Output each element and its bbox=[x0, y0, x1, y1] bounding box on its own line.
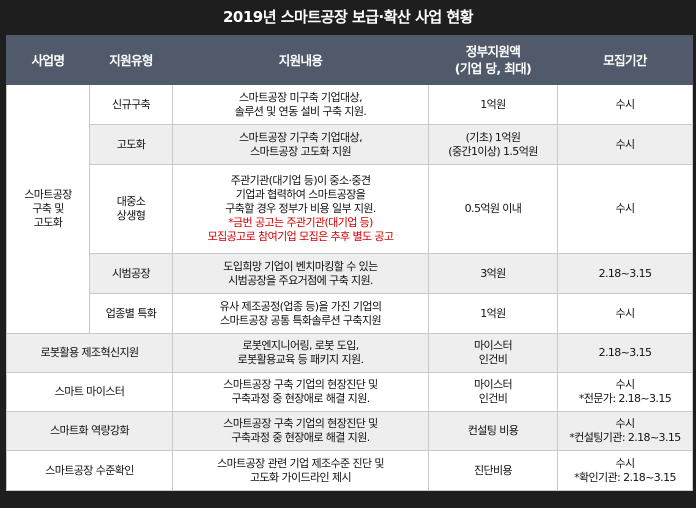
content-line: 스마트공장 구축 기업의 현장진단 및 bbox=[223, 417, 378, 430]
period-line: *확인기관: 2.18~3.15 bbox=[574, 470, 676, 484]
amount-cell: 1억원 bbox=[428, 84, 558, 125]
content-line: 솔루션 및 연동 설비 구축 지원. bbox=[234, 104, 367, 118]
support-content-cell: 스마트공장 기구축 기업대상, 스마트공장 고도화 지원 bbox=[172, 124, 429, 165]
header-period: 모집기간 bbox=[557, 35, 693, 85]
group-name-line: 구축 및 bbox=[32, 202, 64, 215]
content-line: 고도화 가이드라인 제시 bbox=[250, 470, 352, 484]
content-line: 스마트공장 관련 기업 제조수준 진단 및 bbox=[217, 456, 384, 470]
support-content-cell: 로봇엔지니어링, 로봇 도입, 로봇활용교육 등 패키지 지원. bbox=[172, 333, 429, 373]
type-line: 상생형 bbox=[116, 209, 146, 222]
page-title: 2019년 스마트공장 보급·확산 사업 현황 bbox=[222, 8, 474, 26]
period-cell: 수시 *전문가: 2.18~3.15 bbox=[557, 372, 693, 412]
support-content-cell: 스마트공장 미구축 기업대상, 솔루션 및 연동 설비 구축 지원. bbox=[172, 84, 429, 125]
content-line: 시범공장을 주요거점에 구축 지원. bbox=[228, 273, 373, 287]
amount-cell: 컨설팅 비용 bbox=[428, 411, 558, 451]
content-line: 스마트공장 공통 특화솔루션 구축지원 bbox=[219, 313, 382, 327]
support-content-cell: 스마트공장 구축 기업의 현장진단 및 구축과정 중 현장애로 해결 지원. bbox=[172, 411, 429, 451]
amount-cell: 0.5억원 이내 bbox=[428, 164, 558, 254]
content-line: 구축과정 중 현장애로 해결 지원. bbox=[231, 431, 370, 444]
amount-cell: 3억원 bbox=[428, 253, 558, 294]
content-line: 로봇활용교육 등 패키지 지원. bbox=[237, 353, 364, 366]
program-table: 사업명 지원유형 지원내용 정부지원액 (기업 당, 최대) 모집기간 스마트공… bbox=[6, 35, 693, 491]
content-line: 스마트공장 고도화 지원 bbox=[250, 144, 352, 158]
support-type-cell: 업종별 특화 bbox=[89, 293, 173, 334]
business-name-cell: 스마트화 역량강화 bbox=[6, 411, 173, 451]
group-name-cell: 스마트공장 구축 및 고도화 bbox=[6, 84, 90, 334]
header-business: 사업명 bbox=[6, 35, 90, 85]
period-cell: 수시 bbox=[557, 293, 693, 334]
table-row: 스마트 마이스터 스마트공장 구축 기업의 현장진단 및 구축과정 중 현장애로… bbox=[6, 372, 693, 412]
period-cell: 2.18~3.15 bbox=[557, 333, 693, 373]
period-line: 수시 bbox=[615, 378, 635, 391]
table-row: 스마트공장 구축 및 고도화 신규구축 스마트공장 미구축 기업대상, 솔루션 … bbox=[6, 84, 693, 334]
period-cell: 2.18~3.15 bbox=[557, 253, 693, 294]
table-row: 로봇활용 제조혁신지원 로봇엔지니어링, 로봇 도입, 로봇활용교육 등 패키지… bbox=[6, 333, 693, 373]
amount-line: 마이스터 bbox=[473, 378, 513, 391]
notice-line: *금번 공고는 주관기관(대기업 등) bbox=[228, 216, 373, 229]
content-line: 스마트공장 구축 기업의 현장진단 및 bbox=[223, 378, 378, 391]
support-content-cell: 스마트공장 관련 기업 제조수준 진단 및 고도화 가이드라인 제시 bbox=[172, 450, 429, 491]
content-line: 로봇엔지니어링, 로봇 도입, bbox=[242, 339, 359, 352]
notice-line: 모집공고로 참여기업 모집은 추후 별도 공고 bbox=[207, 230, 394, 243]
header-support-type: 지원유형 bbox=[89, 35, 173, 85]
business-name-cell: 스마트공장 수준확인 bbox=[6, 450, 173, 491]
content-line: 스마트공장 기구축 기업대상, bbox=[239, 130, 363, 144]
support-type-cell: 신규구축 bbox=[89, 84, 173, 125]
header-amount-line1: 정부지원액 bbox=[465, 44, 521, 59]
amount-cell: 마이스터 인건비 bbox=[428, 333, 558, 373]
period-cell: 수시 *컨설팅기관: 2.18~3.15 bbox=[557, 411, 693, 451]
support-content-cell: 주관기관(대기업 등)이 중소·중견 기업과 협력하여 스마트공장을 구축할 경… bbox=[172, 164, 429, 254]
content-line: 도입희망 기업이 벤치마킹할 수 있는 bbox=[223, 259, 378, 273]
table-row: 스마트화 역량강화 스마트공장 구축 기업의 현장진단 및 구축과정 중 현장애… bbox=[6, 411, 693, 451]
table-row: 시범공장 도입희망 기업이 벤치마킹할 수 있는 시범공장을 주요거점에 구축 … bbox=[6, 253, 693, 294]
amount-line: 마이스터 bbox=[473, 339, 513, 352]
content-line: 구축과정 중 현장애로 해결 지원. bbox=[231, 392, 370, 405]
content-line: 유사 제조공정(업종 등)을 가진 기업의 bbox=[219, 299, 382, 313]
support-type-cell: 대중소 상생형 bbox=[89, 164, 173, 254]
header-amount-line2: (기업 당, 최대) bbox=[454, 61, 532, 76]
group-name-line: 스마트공장 bbox=[24, 188, 72, 201]
business-name-cell: 스마트 마이스터 bbox=[6, 372, 173, 412]
table-row: 스마트공장 수준확인 스마트공장 관련 기업 제조수준 진단 및 고도화 가이드… bbox=[6, 450, 693, 491]
support-content-cell: 스마트공장 구축 기업의 현장진단 및 구축과정 중 현장애로 해결 지원. bbox=[172, 372, 429, 412]
period-cell: 수시 bbox=[557, 164, 693, 254]
table-row: 업종별 특화 유사 제조공정(업종 등)을 가진 기업의 스마트공장 공통 특화… bbox=[6, 293, 693, 334]
amount-cell: 1억원 bbox=[428, 293, 558, 334]
amount-line: (기초) 1억원 bbox=[465, 130, 521, 144]
period-line: 수시 bbox=[615, 417, 635, 430]
period-cell: 수시 bbox=[557, 124, 693, 165]
amount-cell: (기초) 1억원 (중간1이상) 1.5억원 bbox=[428, 124, 558, 165]
support-content-cell: 유사 제조공정(업종 등)을 가진 기업의 스마트공장 공통 특화솔루션 구축지… bbox=[172, 293, 429, 334]
amount-line: 인건비 bbox=[478, 353, 508, 366]
amount-line: (중간1이상) 1.5억원 bbox=[448, 144, 538, 158]
content-line: 스마트공장 미구축 기업대상, bbox=[239, 90, 363, 104]
header-amount: 정부지원액 (기업 당, 최대) bbox=[428, 35, 558, 85]
content-line: 구축할 경우 정부가 비용 일부 지원. bbox=[225, 202, 376, 215]
amount-line: 인건비 bbox=[478, 392, 508, 405]
table-header-row: 사업명 지원유형 지원내용 정부지원액 (기업 당, 최대) 모집기간 bbox=[6, 35, 693, 85]
content-line: 주관기관(대기업 등)이 중소·중견 bbox=[230, 174, 371, 187]
period-line: 수시 bbox=[615, 456, 635, 470]
table-row: 대중소 상생형 주관기관(대기업 등)이 중소·중견 기업과 협력하여 스마트공… bbox=[6, 164, 693, 254]
group-name-line: 고도화 bbox=[33, 216, 63, 229]
business-name-cell: 로봇활용 제조혁신지원 bbox=[6, 333, 173, 373]
header-support-content: 지원내용 bbox=[172, 35, 429, 85]
period-line: *전문가: 2.18~3.15 bbox=[578, 392, 672, 405]
period-cell: 수시 bbox=[557, 84, 693, 125]
type-line: 대중소 bbox=[116, 195, 146, 208]
support-type-cell: 고도화 bbox=[89, 124, 173, 165]
amount-cell: 마이스터 인건비 bbox=[428, 372, 558, 412]
support-type-cell: 시범공장 bbox=[89, 253, 173, 294]
period-line: *컨설팅기관: 2.18~3.15 bbox=[569, 431, 681, 444]
amount-cell: 진단비용 bbox=[428, 450, 558, 491]
period-cell: 수시 *확인기관: 2.18~3.15 bbox=[557, 450, 693, 491]
support-content-cell: 도입희망 기업이 벤치마킹할 수 있는 시범공장을 주요거점에 구축 지원. bbox=[172, 253, 429, 294]
table-row: 고도화 스마트공장 기구축 기업대상, 스마트공장 고도화 지원 (기초) 1억… bbox=[6, 124, 693, 165]
content-line: 기업과 협력하여 스마트공장을 bbox=[235, 188, 366, 201]
